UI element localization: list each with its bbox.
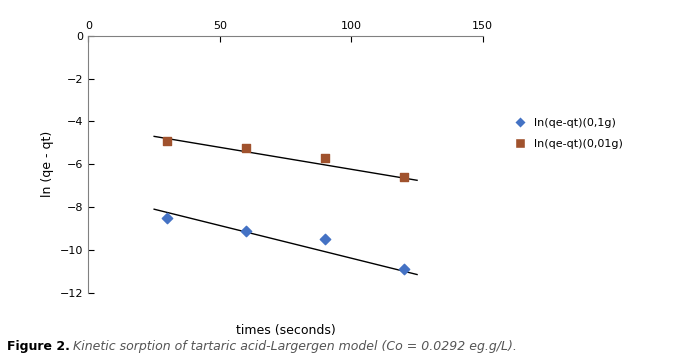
Point — [320, 155, 330, 161]
Point — [320, 236, 330, 242]
Text: times (seconds): times (seconds) — [236, 323, 335, 337]
Point — [162, 138, 173, 144]
Point — [241, 145, 252, 151]
Point — [398, 266, 409, 272]
Y-axis label: ln (qe - qt): ln (qe - qt) — [41, 131, 54, 197]
Text: Kinetic sorption of tartaric acid-Largergen model (Co = 0.0292 eg.g/L).: Kinetic sorption of tartaric acid-Larger… — [69, 341, 517, 353]
Point — [241, 228, 252, 233]
Legend: ln(qe-qt)(0,1g), ln(qe-qt)(0,01g): ln(qe-qt)(0,1g), ln(qe-qt)(0,01g) — [504, 113, 628, 153]
Point — [398, 174, 409, 180]
Text: Figure 2.: Figure 2. — [7, 341, 69, 353]
Point — [162, 215, 173, 221]
